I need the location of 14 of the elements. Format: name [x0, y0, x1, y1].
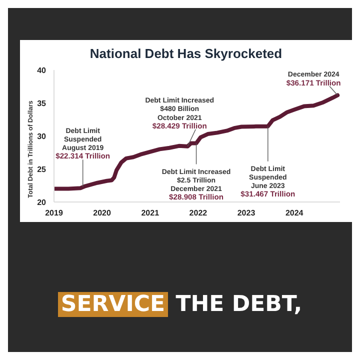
text: SERVICE THE DEBT,: [60, 292, 304, 317]
y-tick-label: 30: [37, 132, 47, 141]
x-tick-label: 2021: [141, 208, 160, 218]
y-tick-label: 25: [37, 164, 47, 174]
y-tick-label: 35: [37, 98, 47, 108]
x-tick-label: 2019: [45, 208, 64, 218]
y-tick-label: 40: [37, 66, 47, 75]
chart-title: National Debt Has Skyrocketed: [88, 46, 284, 61]
y-tick-label: 20: [37, 198, 47, 207]
x-tick-label: 2022: [189, 208, 208, 218]
x-tick-label: 2023: [237, 208, 256, 218]
x-tick-label: 2020: [93, 208, 112, 218]
line-series: [54, 93, 340, 191]
x-tick-label: 2024: [285, 208, 304, 218]
